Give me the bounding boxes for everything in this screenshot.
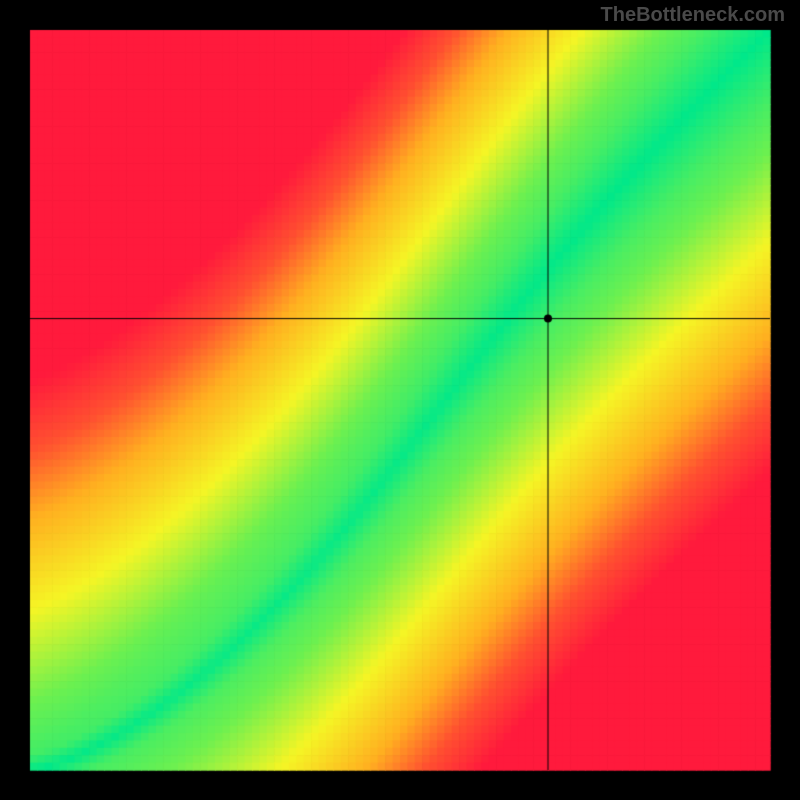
bottleneck-heatmap [0,0,800,800]
watermark-text: TheBottleneck.com [601,4,785,27]
